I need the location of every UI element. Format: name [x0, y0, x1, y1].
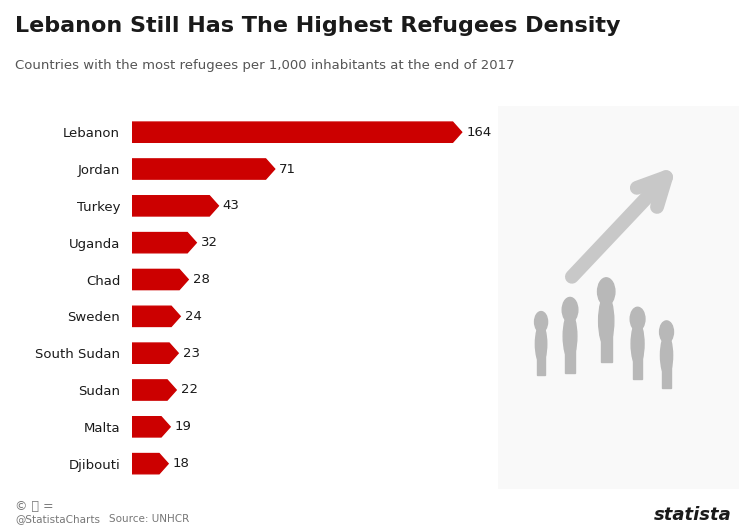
Text: 32: 32 — [201, 236, 218, 249]
Circle shape — [535, 312, 547, 332]
Bar — [601, 328, 611, 362]
Text: 71: 71 — [279, 162, 296, 176]
Text: 43: 43 — [222, 200, 240, 212]
Text: 23: 23 — [182, 347, 200, 360]
Bar — [662, 361, 671, 388]
Text: Lebanon Still Has The Highest Refugees Density: Lebanon Still Has The Highest Refugees D… — [15, 16, 621, 36]
FancyArrow shape — [132, 343, 178, 363]
FancyArrow shape — [132, 380, 176, 400]
Text: 22: 22 — [180, 384, 198, 396]
Text: statista: statista — [654, 506, 731, 524]
Text: 28: 28 — [192, 273, 210, 286]
Circle shape — [630, 307, 645, 331]
FancyArrow shape — [132, 122, 461, 143]
Text: Source: UNHCR: Source: UNHCR — [109, 514, 189, 524]
FancyArrow shape — [132, 269, 188, 289]
Text: 24: 24 — [185, 310, 201, 323]
FancyArrow shape — [132, 306, 180, 327]
Text: 19: 19 — [174, 420, 192, 434]
Circle shape — [597, 278, 615, 305]
Ellipse shape — [599, 295, 614, 347]
FancyArrow shape — [132, 453, 168, 474]
Text: Countries with the most refugees per 1,000 inhabitants at the end of 2017: Countries with the most refugees per 1,0… — [15, 59, 515, 71]
Circle shape — [660, 321, 673, 343]
Ellipse shape — [535, 325, 547, 363]
FancyArrow shape — [132, 232, 196, 253]
Ellipse shape — [631, 322, 644, 366]
Ellipse shape — [563, 313, 577, 360]
Text: @StatistaCharts: @StatistaCharts — [15, 514, 100, 524]
Text: 164: 164 — [466, 126, 492, 139]
Bar — [537, 349, 545, 375]
Text: © ⓘ =: © ⓘ = — [15, 501, 54, 513]
FancyArrow shape — [132, 417, 170, 437]
Bar — [633, 350, 642, 379]
Circle shape — [562, 297, 578, 322]
FancyArrow shape — [132, 196, 219, 216]
FancyArrow shape — [132, 159, 274, 179]
Ellipse shape — [661, 335, 673, 376]
Text: 18: 18 — [173, 457, 189, 470]
Bar — [566, 343, 575, 373]
